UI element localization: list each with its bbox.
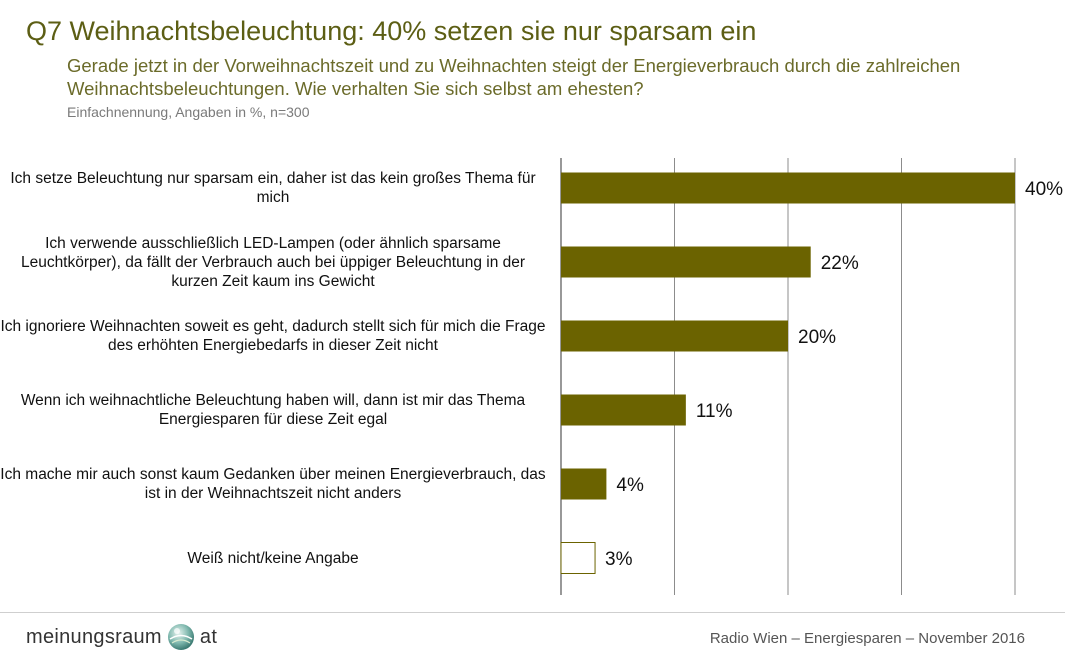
bar-2 (561, 246, 811, 278)
bar-3 (561, 320, 788, 352)
bar-4 (561, 394, 686, 426)
category-label-5: Ich mache mir auch sonst kaum Gedanken ü… (0, 466, 546, 502)
source-footer: Radio Wien – Energiesparen – November 20… (709, 630, 1025, 647)
bar-chart: 40% 22% 20% 11% 4% 3% (560, 158, 1063, 595)
page-title: Q7 Weihnachtsbeleuchtung: 40% setzen sie… (26, 16, 757, 46)
sample-note: Einfachnennung, Angaben in %, n=300 (67, 104, 310, 120)
value-label-6: 3% (605, 549, 633, 570)
globe-icon (167, 624, 194, 650)
category-label-1: Ich setze Beleuchtung nur sparsam ein, d… (10, 170, 536, 206)
logo-text-left: meinungsraum (26, 625, 162, 648)
bar-6 (560, 542, 596, 574)
bar-1 (561, 172, 1015, 204)
footer-divider (0, 612, 1065, 613)
value-label-2: 22% (821, 253, 859, 274)
category-label-6: Weiß nicht/keine Angabe (187, 549, 359, 567)
logo-text-right: at (199, 625, 218, 648)
bar-5 (561, 468, 607, 500)
category-label-2: Ich verwende ausschließlich LED-Lampen (… (20, 234, 526, 290)
question-text: Gerade jetzt in der Vorweihnachtszeit un… (67, 55, 961, 99)
value-label-1: 40% (1025, 179, 1063, 200)
category-label-3: Ich ignoriere Weihnachten soweit es geht… (0, 318, 546, 354)
value-label-5: 4% (616, 475, 644, 496)
value-label-3: 20% (798, 327, 836, 348)
value-label-4: 11% (696, 401, 733, 422)
category-label-4: Wenn ich weihnachtliche Beleuchtung habe… (20, 392, 526, 428)
brand-logo: meinungsraum at (26, 622, 217, 652)
